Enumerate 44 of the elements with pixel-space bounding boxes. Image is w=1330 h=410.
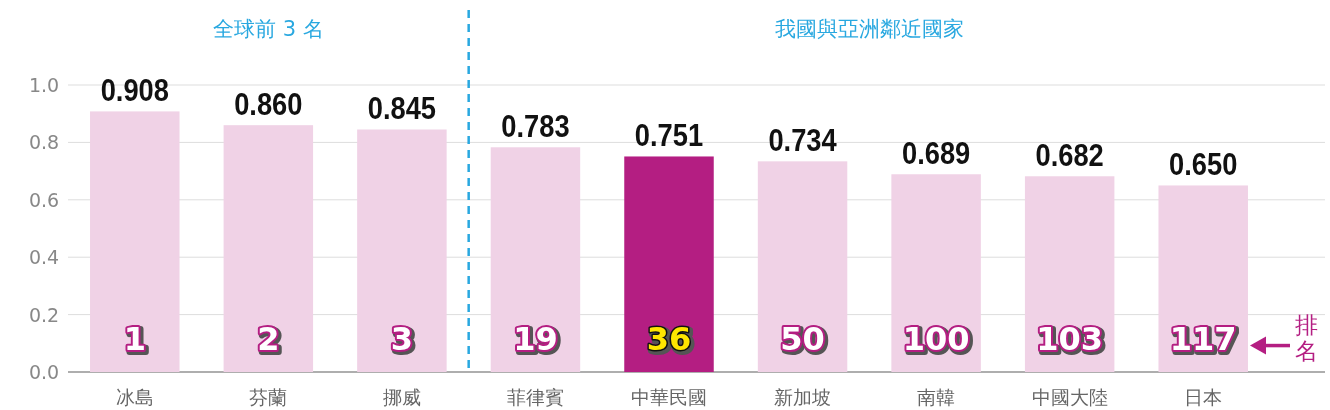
data-label: 0.783 xyxy=(501,109,570,144)
data-label: 0.751 xyxy=(634,118,704,153)
bar xyxy=(223,125,314,372)
data-label: 0.845 xyxy=(367,91,437,126)
bar xyxy=(90,111,180,372)
annotation: 19 xyxy=(515,321,560,360)
bar xyxy=(1158,185,1248,372)
data-label: 0.689 xyxy=(901,136,971,171)
data-label: 0.650 xyxy=(1169,147,1238,182)
bar xyxy=(891,174,981,372)
bar xyxy=(490,147,581,372)
y-tick-label: 1.0 xyxy=(28,74,60,96)
data-label: 0.682 xyxy=(1035,138,1104,173)
y-tick-label: 0.2 xyxy=(28,303,60,326)
data-label: 0.860 xyxy=(234,87,303,122)
x-tick-label: 挪威 xyxy=(382,386,421,408)
bar xyxy=(624,156,714,372)
annotation: 100 xyxy=(904,321,972,360)
annotation: 117 xyxy=(1171,321,1239,360)
y-tick-label: 0.4 xyxy=(28,246,60,269)
data-label: 0.908 xyxy=(100,73,169,108)
x-tick-label: 日本 xyxy=(1184,386,1223,408)
annotation: 36 xyxy=(646,319,692,358)
bar xyxy=(757,161,848,372)
x-tick-label: 中國大陸 xyxy=(1031,386,1108,408)
annotation: 103 xyxy=(1038,321,1106,360)
x-tick-label: 中華民國 xyxy=(631,386,707,408)
x-tick-label: 冰島 xyxy=(115,386,154,408)
text: 全球前 3 名 xyxy=(212,17,324,41)
x-tick-label: 菲律賓 xyxy=(506,386,564,408)
annotation: 1 xyxy=(125,321,148,360)
annotation: 排名 xyxy=(1294,311,1318,364)
text: 我國與亞洲鄰近國家 xyxy=(774,17,964,41)
x-tick-label: 南韓 xyxy=(917,386,956,408)
data-label: 0.734 xyxy=(768,123,838,158)
annotation: 50 xyxy=(782,321,827,360)
x-tick-label: 芬蘭 xyxy=(249,386,288,408)
y-tick-label: 0.0 xyxy=(28,361,60,383)
y-tick-label: 0.6 xyxy=(28,188,60,211)
annotation: 3 xyxy=(392,321,416,360)
bar xyxy=(357,129,447,372)
annotation: 2 xyxy=(257,319,280,358)
x-tick-label: 新加坡 xyxy=(774,386,832,408)
y-tick-label: 0.8 xyxy=(28,131,60,154)
